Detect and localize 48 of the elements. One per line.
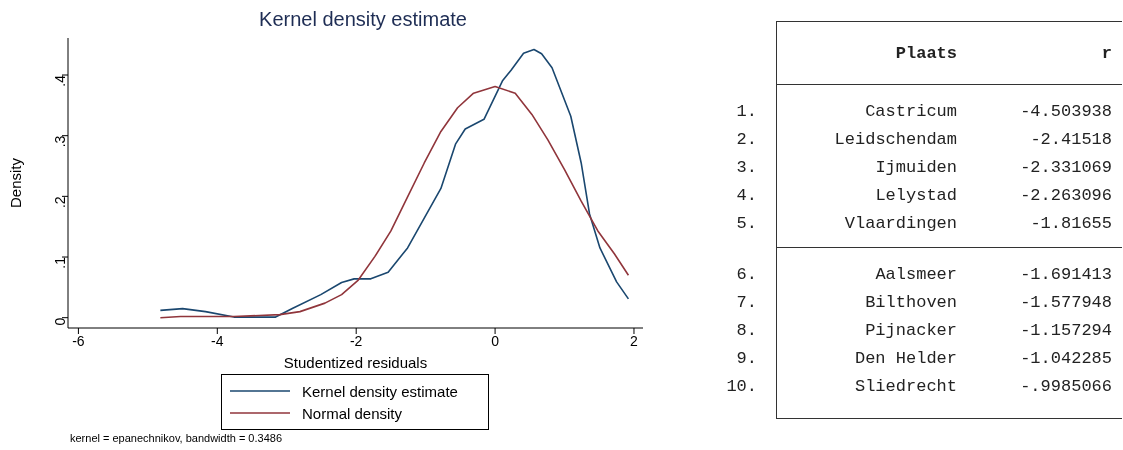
category-label: Castricum: [864, 101, 957, 121]
text: 3.: [735, 157, 757, 177]
y-tick-label: .4: [51, 74, 68, 87]
y-axis-title: Density: [7, 157, 25, 209]
text: 8.: [735, 320, 757, 340]
x-tick-label: -2: [349, 332, 363, 349]
category-label: Den Helder: [853, 348, 957, 368]
x-tick-label: -4: [211, 332, 224, 349]
text: 9.: [735, 348, 757, 368]
category-label: Pijnacker: [864, 320, 957, 340]
text: -1.042285: [1020, 348, 1112, 368]
y-tick-label: 0: [51, 317, 68, 326]
category-label: Ijmuiden: [874, 157, 957, 177]
category-label: Aalsmeer: [874, 264, 957, 284]
text: -2.263096: [1020, 185, 1112, 205]
text: -1.157294: [1020, 320, 1112, 340]
x-tick-label: 2: [630, 332, 639, 349]
legend-label: Kernel density estimate: [302, 382, 458, 400]
text: kernel = epanechnikov, bandwidth = 0.3486: [70, 432, 283, 444]
text: -2.331069: [1020, 157, 1112, 177]
category-label: Lelystad: [874, 185, 957, 205]
text: r: [1100, 43, 1112, 63]
text: -2.41518: [1030, 129, 1112, 149]
y-tick-label: .3: [51, 135, 68, 148]
x-tick-label: -6: [72, 332, 85, 349]
text: -1.691413: [1020, 264, 1112, 284]
text: 5.: [735, 213, 757, 233]
y-tick-label: .1: [51, 256, 68, 269]
text: 2.: [735, 129, 757, 149]
x-axis-title: Studentized residuals: [283, 354, 428, 371]
legend-label: Normal density: [302, 404, 403, 422]
text: 10.: [725, 376, 757, 396]
y-tick-label: .2: [51, 196, 68, 209]
category-label: Leidschendam: [833, 129, 957, 149]
x-tick-label: 0: [491, 332, 500, 349]
text: 1.: [735, 101, 757, 121]
text: Plaats: [894, 43, 957, 63]
category-label: Bilthoven: [864, 292, 957, 312]
text: -1.81655: [1030, 213, 1112, 233]
category-label: Sliedrecht: [853, 376, 957, 396]
category-label: Vlaardingen: [843, 213, 957, 233]
text: -4.503938: [1020, 101, 1112, 121]
text: 4.: [735, 185, 757, 205]
text: 7.: [735, 292, 757, 312]
chart-title: Kernel density estimate: [258, 8, 468, 32]
text: -1.577948: [1020, 292, 1112, 312]
text: -.9985066: [1020, 376, 1112, 396]
text: 6.: [735, 264, 757, 284]
